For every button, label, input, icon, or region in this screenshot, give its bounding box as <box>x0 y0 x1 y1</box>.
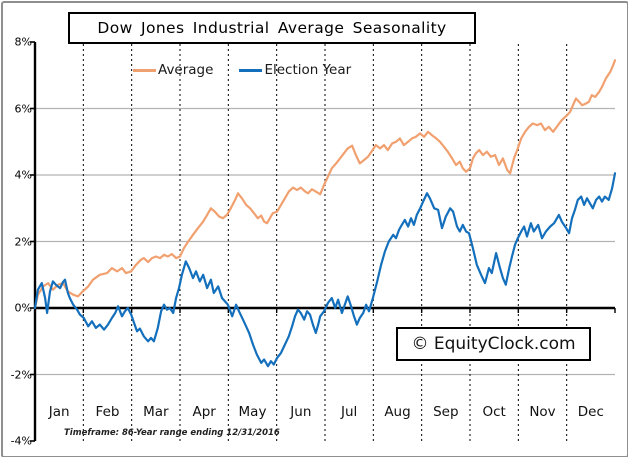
timeframe-footnote: Timeframe: 86-Year range ending 12/31/20… <box>64 428 280 438</box>
chart-title: Dow Jones Industrial Average Seasonality <box>97 19 447 37</box>
month-label-jan: Jan <box>48 404 70 420</box>
y-axis-label: 0% <box>14 301 32 315</box>
month-label-jul: Jul <box>341 404 358 420</box>
watermark-text: © EquityClock.com <box>411 334 576 354</box>
watermark-box: © EquityClock.com <box>396 327 591 361</box>
month-label-mar: Mar <box>143 404 169 420</box>
month-label-apr: Apr <box>192 404 216 420</box>
legend-item-election-year: Election Year <box>239 62 351 78</box>
series-election-year-line <box>33 172 617 368</box>
legend-line-swatch <box>133 68 156 72</box>
y-axis-label: -2% <box>10 368 32 381</box>
legend-line-swatch <box>239 68 263 72</box>
y-axis-label: 8% <box>14 35 32 49</box>
series-average-line <box>33 59 617 310</box>
month-label-feb: Feb <box>95 404 120 420</box>
y-axis-label: 4% <box>14 168 32 182</box>
month-label-nov: Nov <box>529 404 556 420</box>
month-label-dec: Dec <box>577 404 604 420</box>
chart-title-box: Dow Jones Industrial Average Seasonality <box>68 12 476 44</box>
month-label-sep: Sep <box>433 404 459 420</box>
y-axis-label: 2% <box>14 235 32 248</box>
month-label-may: May <box>238 404 267 420</box>
y-axis-label: 6% <box>14 102 32 115</box>
legend-label: Average <box>158 62 214 78</box>
y-axis-label: -4% <box>10 434 32 448</box>
legend-item-average: Average <box>133 62 213 78</box>
month-label-oct: Oct <box>482 404 506 420</box>
legend: Average Election Year <box>133 61 351 79</box>
legend-label: Election Year <box>264 62 352 78</box>
month-label-aug: Aug <box>384 404 411 420</box>
month-label-jun: Jun <box>290 404 312 420</box>
